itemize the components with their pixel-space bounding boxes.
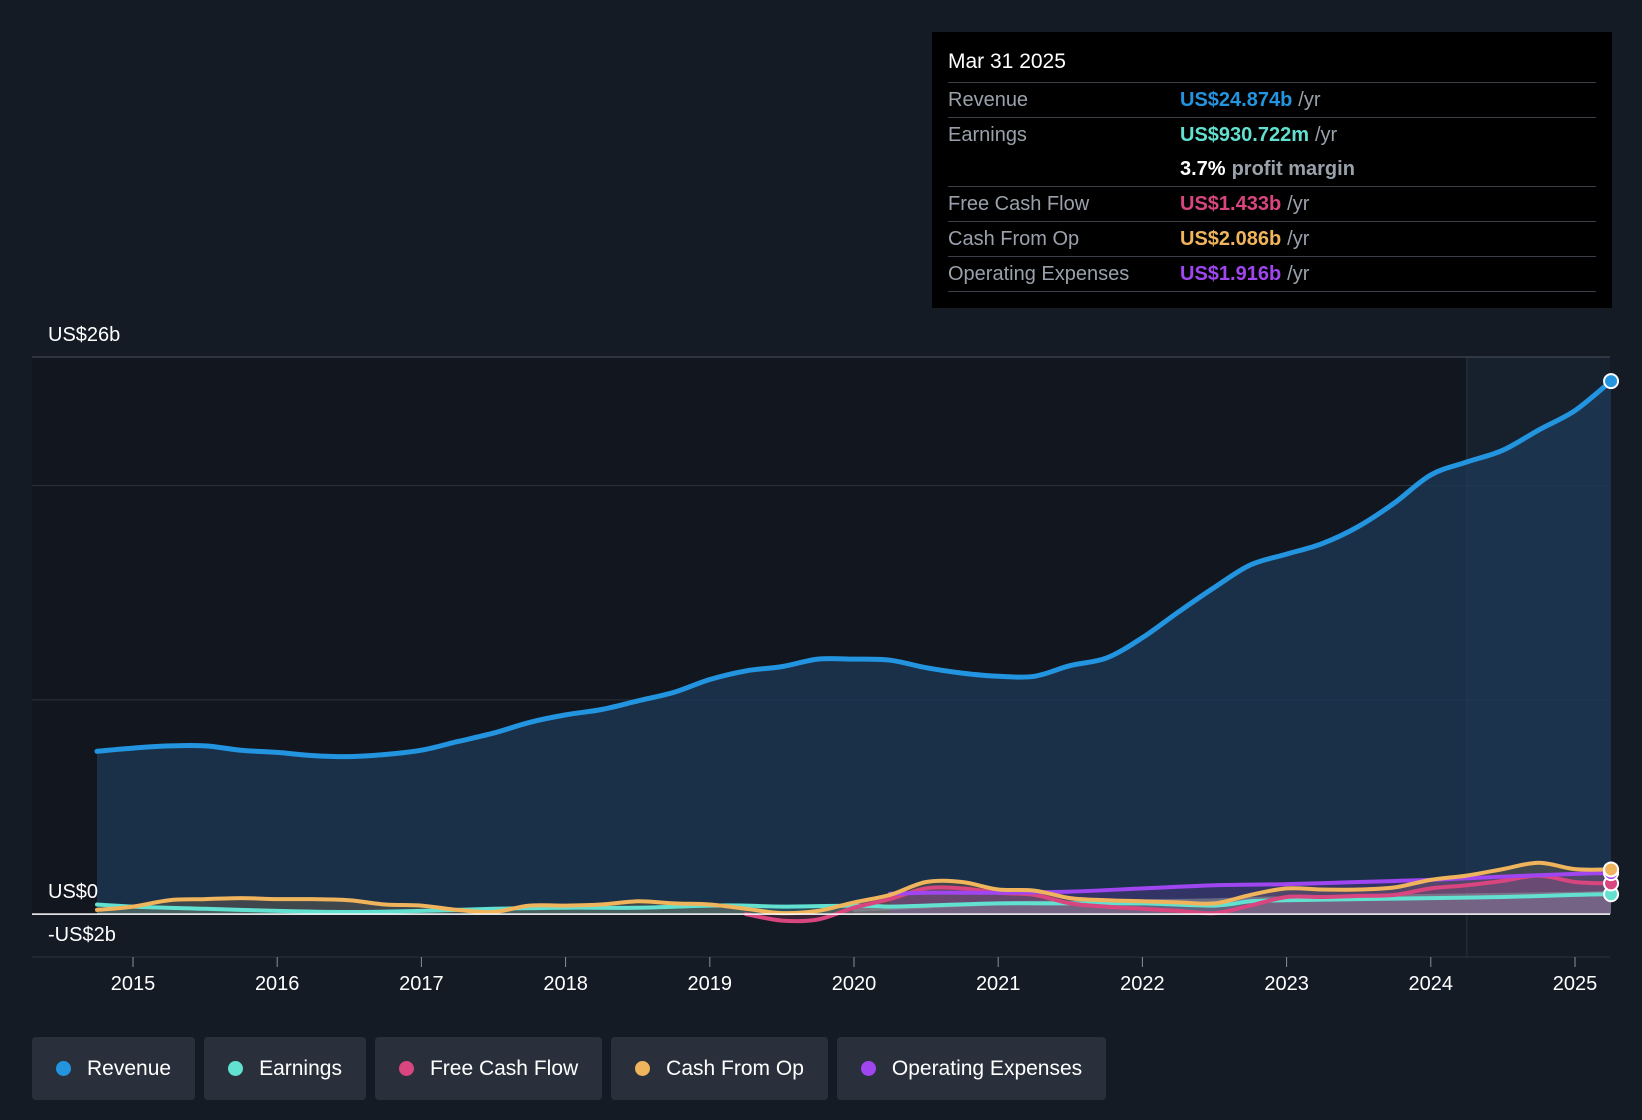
tooltip-row-profit-margin: 3.7% profit margin [948, 152, 1596, 187]
endpoint-cash-from-op [1603, 861, 1620, 878]
y-axis-zero-label: US$0 [48, 881, 98, 903]
tooltip-value: US$2.086b [1180, 228, 1282, 250]
area-free-cash-flow [745, 875, 1611, 922]
x-tick-label: 2021 [976, 973, 1021, 995]
legend-label: Revenue [87, 1056, 172, 1080]
tooltip-label: Free Cash Flow [948, 193, 1090, 215]
tooltip-row-revenue: Revenue US$24.874b /yr [948, 83, 1596, 118]
legend-dot-icon [635, 1061, 651, 1076]
tooltip-row-operating-expenses: Operating Expenses US$1.916b /yr [948, 257, 1596, 292]
endpoint-revenue [1603, 373, 1620, 390]
line-free-cash-flow [743, 873, 1613, 924]
x-tick-label: 2025 [1553, 973, 1598, 995]
x-tick-label: 2018 [543, 973, 588, 995]
line-earnings [95, 892, 1613, 914]
tooltip-value: US$24.874b [1180, 89, 1293, 111]
legend-label: Cash From Op [666, 1056, 804, 1080]
legend-item-free-cash-flow[interactable]: Free Cash Flow [374, 1037, 603, 1100]
x-tick-label: 2016 [255, 973, 300, 995]
legend-label: Earnings [259, 1056, 342, 1080]
legend-label: Operating Expenses [891, 1056, 1083, 1080]
legend-label: Free Cash Flow [429, 1056, 579, 1080]
tooltip-label: Earnings [948, 124, 1027, 146]
x-tick-label: 2015 [111, 973, 156, 995]
line-cash-from-op [95, 860, 1613, 916]
tooltip-value: US$930.722m [1180, 124, 1309, 146]
x-tick-label: 2022 [1120, 973, 1165, 995]
legend: Revenue Earnings Free Cash Flow Cash Fro… [32, 1037, 1107, 1100]
tooltip-unit: /yr [1314, 124, 1338, 146]
chart-lines [94, 378, 1614, 924]
y-axis-top-label: US$26b [48, 324, 120, 346]
tooltip-unit: /yr [1287, 193, 1310, 215]
tooltip-unit: profit margin [1231, 158, 1355, 180]
x-tick-label: 2024 [1409, 973, 1454, 995]
tooltip-panel: Mar 31 2025 Revenue US$24.874b /yr Earni… [932, 32, 1612, 308]
legend-dot-icon [228, 1061, 244, 1076]
tooltip-date: Mar 31 2025 [948, 46, 1596, 83]
tooltip-row-free-cash-flow: Free Cash Flow US$1.433b /yr [948, 187, 1596, 222]
x-tick-label: 2017 [399, 973, 444, 995]
tooltip-unit: /yr [1287, 263, 1310, 285]
legend-item-operating-expenses[interactable]: Operating Expenses [836, 1037, 1107, 1100]
tooltip-row-cash-from-op: Cash From Op US$2.086b /yr [948, 222, 1596, 257]
legend-dot-icon [398, 1061, 414, 1076]
x-tick-label: 2019 [688, 973, 733, 995]
tooltip-label: Cash From Op [948, 228, 1080, 250]
area-revenue [97, 381, 1611, 915]
x-axis: 2015 2016 2017 2018 2019 2020 2021 2022 2023 2024… [111, 957, 1598, 995]
chart: US$26b US$0 -US$2b 2015 2016 2017 2018 2019 2… [32, 324, 1620, 995]
tooltip-value: US$1.916b [1180, 263, 1282, 285]
tooltip-label [948, 152, 1180, 186]
tooltip-row-earnings: Earnings US$930.722m /yr [948, 118, 1596, 152]
legend-dot-icon [56, 1061, 71, 1076]
legend-item-earnings[interactable]: Earnings [204, 1037, 366, 1100]
legend-item-revenue[interactable]: Revenue [32, 1037, 196, 1100]
x-tick-label: 2023 [1264, 973, 1309, 995]
legend-dot-icon [860, 1061, 876, 1076]
tooltip-unit: /yr [1287, 228, 1310, 250]
chart-endpoints [1603, 373, 1620, 903]
tooltip-label: Revenue [948, 89, 1029, 111]
line-operating-expenses [888, 871, 1613, 896]
x-tick-label: 2020 [832, 973, 877, 995]
y-axis-bottom-label: -US$2b [48, 924, 116, 946]
tooltip-unit: /yr [1298, 89, 1321, 111]
line-revenue [94, 378, 1614, 760]
tooltip-value: US$1.433b [1180, 193, 1282, 215]
legend-item-cash-from-op[interactable]: Cash From Op [611, 1037, 828, 1100]
tooltip-label: Operating Expenses [948, 263, 1130, 285]
tooltip-value: 3.7% [1180, 158, 1226, 180]
